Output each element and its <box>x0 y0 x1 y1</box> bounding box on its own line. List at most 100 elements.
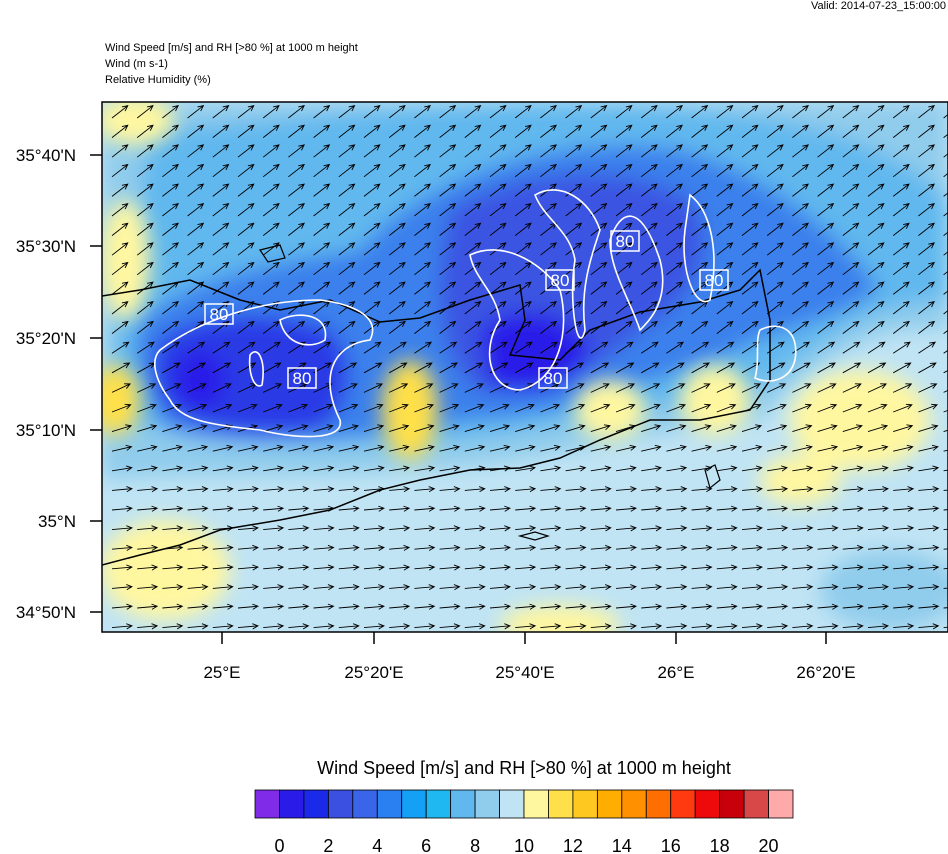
wind-arrow <box>237 341 256 354</box>
wind-arrow <box>515 584 537 591</box>
colorbar-box <box>670 789 696 819</box>
wind-arrow <box>262 163 280 178</box>
wind-arrow <box>716 544 738 551</box>
wind-arrow <box>313 486 335 493</box>
wind-arrow <box>565 203 583 217</box>
wind-arrow <box>414 261 431 276</box>
wind-arrow <box>918 163 935 178</box>
wind-arrow <box>540 603 562 610</box>
wind-arrow <box>716 261 734 276</box>
wind-arrow <box>565 362 584 374</box>
wind-arrow <box>565 383 585 393</box>
wind-arrow <box>565 222 583 236</box>
wind-arrow <box>767 424 788 433</box>
contour-label-box <box>699 269 729 291</box>
wind-arrow <box>288 465 310 472</box>
wind-arrow <box>313 203 331 217</box>
wind-arrow <box>262 261 280 276</box>
wind-arrow <box>716 584 738 591</box>
wind-arrow <box>338 444 360 452</box>
wind-arrow <box>640 124 658 138</box>
wind-arrow <box>691 105 709 119</box>
colorbar-box <box>743 789 769 819</box>
wind-arrow <box>288 105 305 119</box>
wind-arrow <box>817 341 836 354</box>
wind-arrow <box>691 505 713 512</box>
wind-arrow <box>590 144 608 158</box>
wind-arrow <box>615 544 637 551</box>
wind-arrow <box>414 444 435 452</box>
wind-arrow <box>439 203 457 217</box>
wind-arrow <box>137 465 158 472</box>
wind-arrow <box>288 281 305 295</box>
wind-arrow <box>313 242 331 256</box>
wind-arrow <box>792 203 809 217</box>
wind-arrow <box>489 144 507 158</box>
wind-arrow <box>111 362 131 374</box>
wind-arrow <box>691 203 709 217</box>
wind-arrow <box>867 183 885 197</box>
wind-arrow <box>817 163 835 178</box>
wind-arrow <box>943 231 948 236</box>
wind-arrow <box>590 105 608 119</box>
wind-arrow <box>263 403 283 413</box>
wind-arrow <box>892 362 912 374</box>
wind-arrow <box>237 242 255 256</box>
wind-arrow <box>414 525 436 532</box>
wind-arrow <box>943 409 948 413</box>
wind-arrow <box>666 505 688 512</box>
map-axes: 35°40'N 35°30'N 35°20'N 35°10'N 35°N 34°50'N 2… <box>16 146 856 682</box>
wind-arrow <box>691 242 709 256</box>
colorbar-tick-label: 4 <box>372 836 382 854</box>
wind-arrow <box>414 623 436 630</box>
wind-arrow <box>388 183 406 197</box>
wind-arrow <box>237 505 259 512</box>
wind-arrow <box>212 486 234 493</box>
wind-arrow <box>187 564 209 571</box>
wind-arrow <box>817 383 837 393</box>
wind-arrow <box>615 105 633 119</box>
wind-arrow <box>363 383 384 393</box>
wind-arrow <box>691 623 713 630</box>
wind-arrow <box>464 301 482 315</box>
wind-arrow <box>338 242 356 256</box>
wind-arrow <box>590 623 612 630</box>
wind-arrow <box>489 261 507 276</box>
wind-arrow <box>212 242 230 256</box>
colorbar-box <box>401 789 427 819</box>
wind-arrow <box>414 301 431 315</box>
wind-arrow <box>313 320 331 334</box>
colorbar-tick-label: 16 <box>661 836 681 854</box>
wind-arrow <box>641 383 661 393</box>
wind-arrow <box>439 341 458 354</box>
wind-arrow <box>237 444 259 452</box>
wind-arrow <box>288 222 305 236</box>
wind-arrow <box>263 424 284 433</box>
wind-arrow <box>766 105 784 119</box>
wind-arrow <box>187 124 205 138</box>
wind-arrow <box>489 584 511 591</box>
wind-arrow <box>867 163 885 178</box>
wind-arrow <box>464 341 483 354</box>
wind-arrow <box>136 144 154 158</box>
wind-arrow <box>262 320 280 334</box>
wind-arrow <box>590 403 611 413</box>
wind-arrow <box>162 341 180 354</box>
wind-arrow <box>666 544 688 551</box>
wind-arrow <box>615 603 637 610</box>
wind-arrow <box>565 584 587 591</box>
wind-arrow <box>741 525 763 532</box>
wind-arrow <box>943 133 948 138</box>
wind-arrow <box>439 525 461 532</box>
wind-arrow <box>565 505 587 512</box>
wind-arrow <box>388 163 406 178</box>
wind-arrow <box>666 242 683 256</box>
wind-arrow <box>691 320 709 334</box>
wind-arrow <box>892 281 910 295</box>
wind-arrow <box>187 242 205 256</box>
wind-arrow <box>918 544 940 551</box>
wind-arrow <box>716 105 734 119</box>
wind-arrow <box>111 465 133 472</box>
wind-arrow <box>691 183 709 197</box>
